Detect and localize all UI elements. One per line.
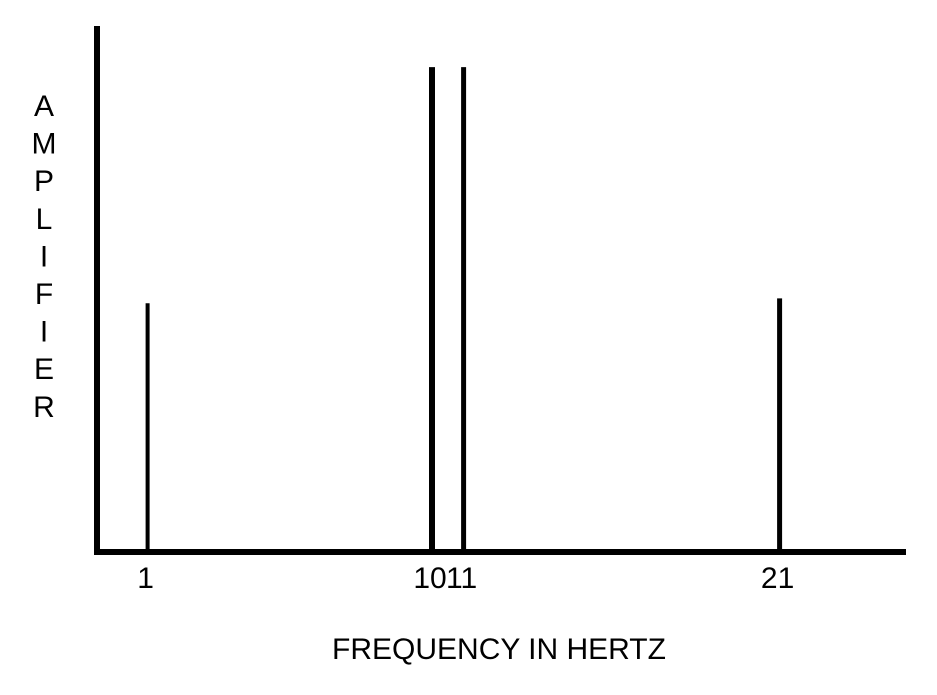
y-axis-title-letter: F	[35, 278, 53, 311]
x-tick-labels: 1 10 11 21	[137, 562, 794, 595]
y-axis-title-letter: P	[34, 165, 54, 198]
x-tick-label-21: 21	[761, 562, 794, 595]
y-axis-title-letter: L	[36, 203, 53, 236]
y-axis-title-letter: E	[34, 353, 54, 386]
x-tick-label-10: 10	[413, 562, 446, 595]
y-axis-title-letter: A	[34, 90, 54, 123]
y-axis-title-letter: M	[32, 128, 57, 161]
x-tick-label-1: 1	[137, 562, 154, 595]
spectral-lines	[145, 67, 783, 549]
x-tick-label-11: 11	[446, 562, 477, 595]
y-axis-title-letter: I	[40, 316, 48, 349]
y-axis-title-letter: I	[40, 240, 48, 273]
y-axis-title-letter: R	[33, 391, 55, 424]
x-axis-title: FREQUENCY IN HERTZ	[332, 633, 666, 666]
